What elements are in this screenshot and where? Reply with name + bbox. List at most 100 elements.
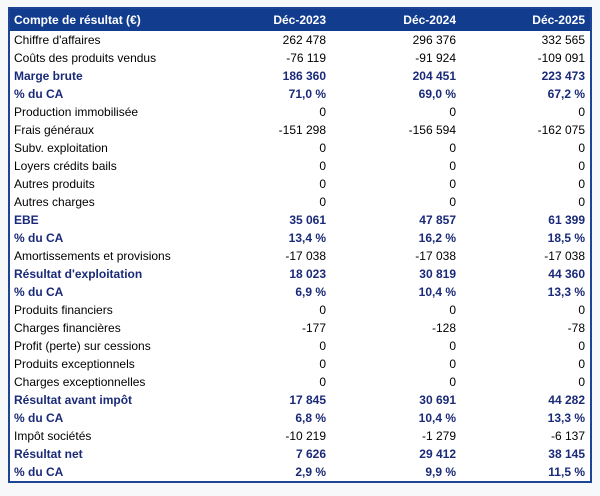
- cell-value: -1 279: [421, 429, 456, 443]
- cell-value: -17 038: [415, 249, 456, 263]
- row-label: Charges exceptionnelles: [14, 375, 146, 389]
- column-header-dec-2024: Déc-2024: [331, 8, 461, 31]
- cell-value: 30 819: [419, 267, 456, 281]
- cell-value: 13,3 %: [547, 411, 585, 425]
- cell-value: 0: [449, 177, 456, 191]
- table-row: % du CA 13,4 % 16,2 % 18,5 %: [9, 229, 591, 247]
- cell-value: 0: [578, 177, 585, 191]
- cell-value: 61 399: [548, 213, 585, 227]
- table-row: Résultat avant impôt 17 845 30 691 44 282: [9, 391, 591, 409]
- cell-value: 0: [449, 339, 456, 353]
- table-row: Charges exceptionnelles 0 0 0: [9, 373, 591, 391]
- cell-value: -177: [302, 321, 327, 335]
- cell-value: 0: [578, 339, 585, 353]
- cell-value: 0: [578, 303, 585, 317]
- table-row: Amortissements et provisions -17 038 -17 0…: [9, 247, 591, 265]
- table-title: Compte de résultat (€): [9, 8, 202, 31]
- column-header-dec-2025: Déc-2025: [461, 8, 591, 31]
- table-row: Loyers crédits bails 0 0 0: [9, 157, 591, 175]
- table-body: Chiffre d'affaires 262 478 296 376 332 565 C…: [9, 31, 591, 482]
- cell-value: 6,8 %: [295, 411, 327, 425]
- cell-value: 0: [449, 159, 456, 173]
- row-label: Loyers crédits bails: [14, 159, 117, 173]
- row-label: EBE: [14, 213, 39, 227]
- table-row: Coûts des produits vendus -76 119 -91 924 -…: [9, 49, 591, 67]
- cell-value: -76 119: [286, 51, 327, 65]
- table-row: Produits exceptionnels 0 0 0: [9, 355, 591, 373]
- table-row: Production immobilisée 0 0 0: [9, 103, 591, 121]
- cell-value: 29 412: [419, 447, 456, 461]
- cell-value: 18,5 %: [547, 231, 585, 245]
- row-label: Amortissements et provisions: [14, 249, 171, 263]
- table-row: Impôt sociétés -10 219 -1 279 -6 137: [9, 427, 591, 445]
- row-label: Subv. exploitation: [14, 141, 108, 155]
- table-row: % du CA 71,0 % 69,0 % 67,2 %: [9, 85, 591, 103]
- cell-value: 0: [578, 159, 585, 173]
- cell-value: 18 023: [289, 267, 327, 281]
- table-row: Marge brute 186 360 204 451 223 473: [9, 67, 591, 85]
- cell-value: 6,9 %: [295, 285, 327, 299]
- table-row: % du CA 6,8 % 10,4 % 13,3 %: [9, 409, 591, 427]
- cell-value: 0: [319, 159, 327, 173]
- row-label: Résultat avant impôt: [14, 393, 133, 407]
- cell-value: 47 857: [419, 213, 456, 227]
- cell-value: 44 282: [548, 393, 585, 407]
- table-row: Autres charges 0 0 0: [9, 193, 591, 211]
- cell-value: 0: [319, 375, 327, 389]
- cell-value: 0: [449, 357, 456, 371]
- cell-value: -10 219: [285, 429, 327, 443]
- row-label: Autres charges: [14, 195, 95, 209]
- cell-value: 38 145: [548, 447, 585, 461]
- cell-value: -17 038: [544, 249, 585, 263]
- cell-value: 71,0 %: [288, 87, 327, 101]
- cell-value: 0: [578, 357, 585, 371]
- row-label: % du CA: [14, 231, 64, 245]
- cell-value: 0: [319, 141, 327, 155]
- table-row: Profit (perte) sur cessions 0 0 0: [9, 337, 591, 355]
- row-label: % du CA: [14, 411, 64, 425]
- cell-value: 204 451: [412, 69, 456, 83]
- table-row: Autres produits 0 0 0: [9, 175, 591, 193]
- cell-value: 9,9 %: [425, 465, 456, 479]
- cell-value: 2,9 %: [295, 465, 327, 479]
- cell-value: -78: [567, 321, 585, 335]
- table-row: Produits financiers 0 0 0: [9, 301, 591, 319]
- row-label: Production immobilisée: [14, 105, 139, 119]
- table-row: Chiffre d'affaires 262 478 296 376 332 565: [9, 31, 591, 49]
- cell-value: 44 360: [548, 267, 585, 281]
- row-label: Chiffre d'affaires: [14, 33, 101, 47]
- cell-value: 13,3 %: [547, 285, 585, 299]
- cell-value: -128: [431, 321, 456, 335]
- cell-value: 67,2 %: [547, 87, 585, 101]
- cell-value: 0: [319, 105, 327, 119]
- table-row: Résultat d'exploitation 18 023 30 819 44 36…: [9, 265, 591, 283]
- row-label: Frais généraux: [14, 123, 95, 137]
- cell-value: -17 038: [285, 249, 327, 263]
- cell-value: 262 478: [282, 33, 327, 47]
- cell-value: 0: [449, 195, 456, 209]
- cell-value: 0: [578, 375, 585, 389]
- row-label: % du CA: [14, 285, 64, 299]
- cell-value: 0: [319, 339, 327, 353]
- cell-value: -156 594: [408, 123, 456, 137]
- table-row: Charges financières -177 -128 -78: [9, 319, 591, 337]
- cell-value: 69,0 %: [418, 87, 456, 101]
- cell-value: 223 473: [541, 69, 585, 83]
- cell-value: 296 376: [412, 33, 456, 47]
- cell-value: 13,4 %: [288, 231, 327, 245]
- cell-value: 0: [319, 177, 327, 191]
- row-label: % du CA: [14, 87, 64, 101]
- cell-value: 0: [449, 375, 456, 389]
- row-label: Impôt sociétés: [14, 429, 92, 443]
- cell-value: 10,4 %: [418, 285, 456, 299]
- cell-value: -162 075: [537, 123, 585, 137]
- cell-value: 35 061: [289, 213, 327, 227]
- cell-value: 0: [578, 141, 585, 155]
- row-label: Marge brute: [14, 69, 83, 83]
- table-row: Résultat net 7 626 29 412 38 145: [9, 445, 591, 463]
- row-label: Résultat net: [14, 447, 83, 461]
- row-label: % du CA: [14, 465, 64, 479]
- cell-value: 10,4 %: [418, 411, 456, 425]
- cell-value: 7 626: [296, 447, 327, 461]
